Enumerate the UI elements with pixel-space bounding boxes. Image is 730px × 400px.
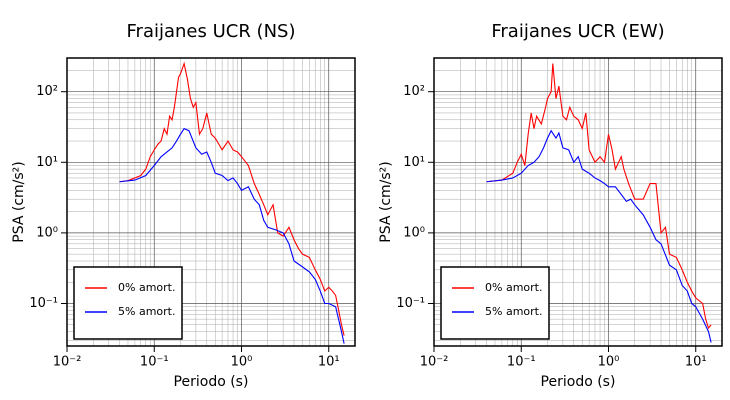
data-line (486, 63, 712, 330)
y-axis-title: PSA (cm/s²) (11, 161, 27, 243)
legend-box (440, 266, 550, 340)
y-tick-label: 10² (36, 84, 58, 99)
x-tick-label: 10⁻¹ (507, 355, 536, 370)
y-tick-label: 10⁻¹ (29, 296, 58, 311)
x-tick-label: 10⁻² (53, 355, 82, 370)
chart-title: Fraijanes UCR (NS) (127, 21, 296, 42)
axes-frame (433, 57, 723, 347)
data-line (119, 127, 345, 344)
data-line (119, 61, 345, 336)
chart-title: Fraijanes UCR (EW) (491, 21, 664, 42)
x-tick-label: 10⁰ (231, 355, 253, 370)
legend-label: 0% amort. (485, 281, 542, 294)
x-tick-label: 10¹ (685, 355, 707, 370)
x-axis-title: Periodo (s) (541, 374, 616, 390)
y-tick-label: 10⁰ (36, 225, 58, 240)
y-tick-label: 10² (403, 84, 425, 99)
y-axis-title: PSA (cm/s²) (378, 161, 394, 243)
x-tick-label: 10⁻² (420, 355, 449, 370)
legend-box (73, 266, 183, 340)
legend-label: 5% amort. (118, 305, 175, 318)
x-tick-label: 10⁰ (598, 355, 620, 370)
legend-label: 5% amort. (485, 305, 542, 318)
data-line (486, 129, 712, 343)
y-tick-label: 10¹ (403, 155, 425, 170)
x-tick-label: 10⁻¹ (140, 355, 169, 370)
y-tick-label: 10¹ (36, 155, 58, 170)
axes-frame (66, 57, 356, 347)
y-tick-label: 10⁻¹ (396, 296, 425, 311)
y-tick-label: 10⁰ (403, 225, 425, 240)
x-tick-label: 10¹ (318, 355, 340, 370)
legend-label: 0% amort. (118, 281, 175, 294)
x-axis-title: Periodo (s) (174, 374, 249, 390)
